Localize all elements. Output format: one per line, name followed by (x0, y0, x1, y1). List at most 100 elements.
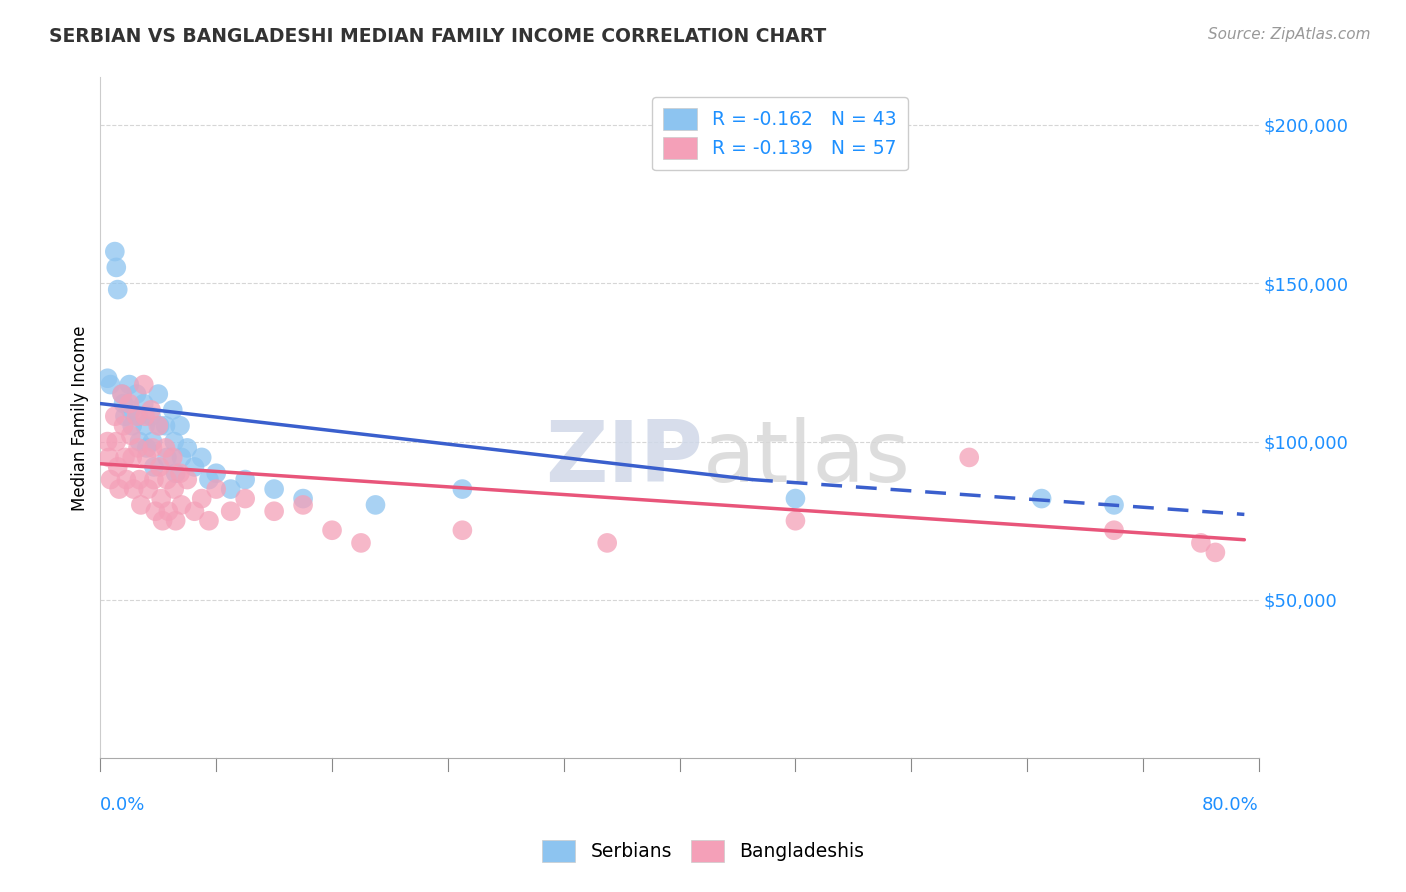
Point (183, 504, 205, 518)
Point (135, 450, 157, 465)
Point (128, 434, 150, 449)
Point (136, 482, 159, 496)
Text: 80.0%: 80.0% (1202, 797, 1258, 814)
Text: Source: ZipAtlas.com: Source: ZipAtlas.com (1208, 27, 1371, 42)
Point (98, 450, 121, 465)
Point (190, 491, 212, 506)
Point (350, 536, 373, 550)
Text: ZIP: ZIP (546, 417, 703, 500)
Text: atlas: atlas (703, 417, 911, 500)
Point (205, 467, 228, 481)
Point (163, 482, 186, 496)
Point (100, 377, 122, 392)
Point (152, 514, 174, 528)
Point (162, 403, 184, 417)
Point (135, 441, 157, 455)
Point (1204, 545, 1226, 559)
Point (125, 409, 148, 424)
Point (118, 377, 141, 392)
Point (157, 504, 180, 518)
Point (134, 418, 156, 433)
Point (156, 450, 179, 465)
Point (292, 498, 315, 512)
Point (170, 498, 193, 512)
Point (596, 536, 619, 550)
Point (120, 403, 142, 417)
Point (1102, 498, 1125, 512)
Point (104, 244, 127, 259)
Point (112, 396, 135, 410)
Point (176, 473, 198, 487)
Point (233, 491, 256, 506)
Point (150, 491, 173, 506)
Point (785, 491, 807, 506)
Y-axis label: Median Family Income: Median Family Income (72, 325, 89, 510)
Point (451, 523, 474, 537)
Point (107, 283, 129, 297)
Point (141, 434, 163, 449)
Point (219, 482, 242, 496)
Point (97, 434, 120, 449)
Point (190, 450, 212, 465)
Point (134, 409, 156, 424)
Point (148, 387, 170, 401)
Point (170, 450, 193, 465)
Point (957, 450, 980, 465)
Point (104, 409, 127, 424)
Point (169, 418, 191, 433)
Point (121, 418, 143, 433)
Point (155, 441, 177, 455)
Point (183, 459, 205, 474)
Point (105, 260, 128, 275)
Point (142, 459, 165, 474)
Point (142, 473, 165, 487)
Point (132, 396, 155, 410)
Point (165, 467, 187, 481)
Legend: Serbians, Bangladeshis: Serbians, Bangladeshis (534, 832, 872, 869)
Point (198, 473, 221, 487)
Point (145, 504, 167, 518)
Legend: R = -0.162   N = 43, R = -0.139   N = 57: R = -0.162 N = 43, R = -0.139 N = 57 (652, 97, 908, 170)
Point (785, 514, 807, 528)
Point (263, 482, 285, 496)
Point (364, 498, 387, 512)
Point (149, 418, 172, 433)
Point (111, 387, 134, 401)
Point (169, 467, 191, 481)
Point (156, 473, 179, 487)
Point (198, 514, 221, 528)
Point (125, 387, 148, 401)
Point (97, 371, 120, 385)
Point (127, 409, 149, 424)
Point (132, 377, 155, 392)
Point (107, 459, 129, 474)
Point (163, 434, 186, 449)
Point (165, 514, 187, 528)
Point (141, 441, 163, 455)
Point (451, 482, 474, 496)
Point (155, 418, 177, 433)
Point (233, 473, 256, 487)
Point (120, 428, 142, 442)
Point (128, 473, 150, 487)
Point (115, 473, 138, 487)
Point (122, 482, 145, 496)
Point (219, 504, 242, 518)
Point (1102, 523, 1125, 537)
Point (176, 441, 198, 455)
Point (1031, 491, 1053, 506)
Point (121, 450, 143, 465)
Point (108, 482, 131, 496)
Point (111, 387, 134, 401)
Point (162, 450, 184, 465)
Point (127, 441, 149, 455)
Point (114, 409, 136, 424)
Point (292, 491, 315, 506)
Point (100, 473, 122, 487)
Point (105, 434, 128, 449)
Text: 0.0%: 0.0% (100, 797, 146, 814)
Point (139, 409, 162, 424)
Point (118, 396, 141, 410)
Text: SERBIAN VS BANGLADESHI MEDIAN FAMILY INCOME CORRELATION CHART: SERBIAN VS BANGLADESHI MEDIAN FAMILY INC… (49, 27, 827, 45)
Point (114, 450, 136, 465)
